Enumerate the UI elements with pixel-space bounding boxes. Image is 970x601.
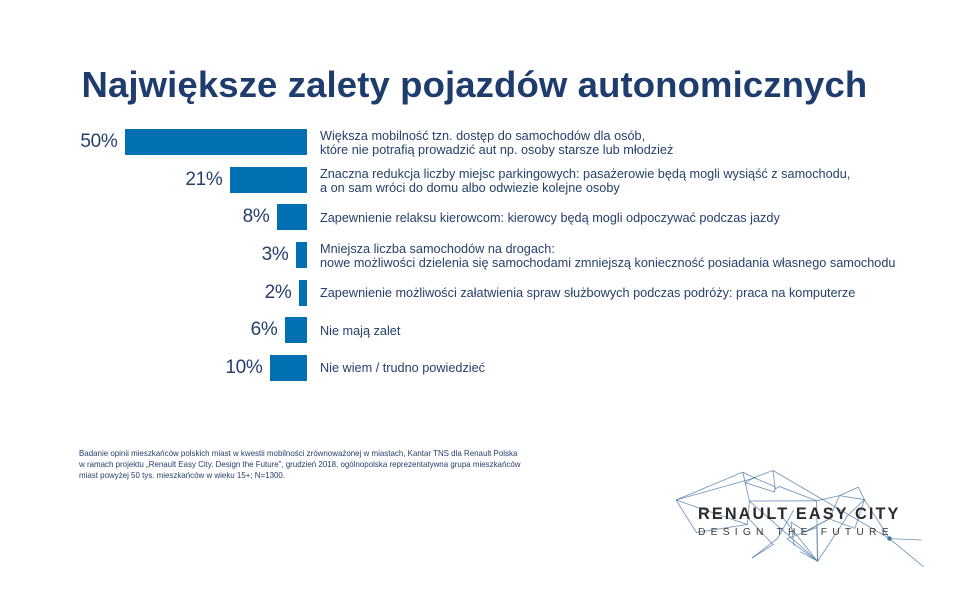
svg-text:DESIGN THE FUTURE: DESIGN THE FUTURE <box>698 527 894 538</box>
svg-text:RENAULT EASY CITY: RENAULT EASY CITY <box>698 505 900 523</box>
